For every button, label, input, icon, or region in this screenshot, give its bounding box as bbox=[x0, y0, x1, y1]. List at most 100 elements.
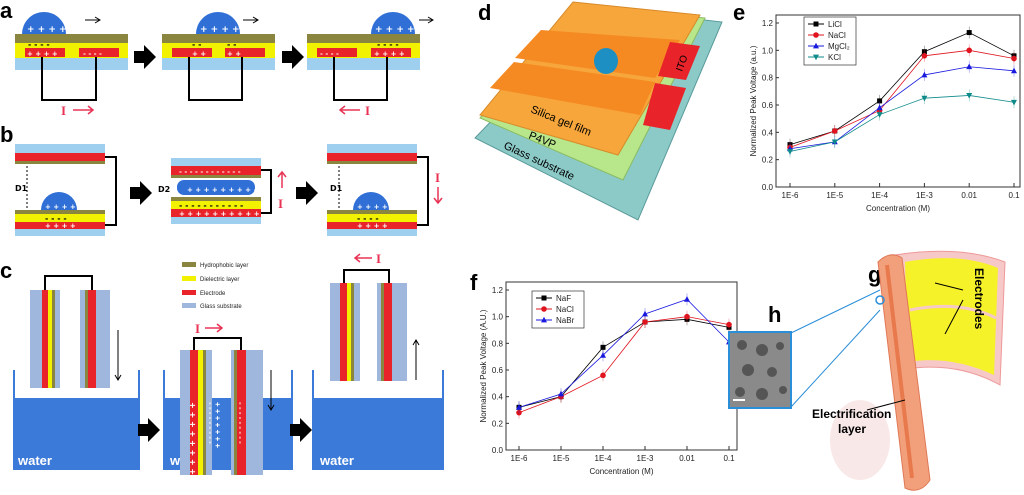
current-label: I bbox=[61, 103, 66, 118]
series-line bbox=[518, 316, 730, 414]
x-tick-label: 1E-5 bbox=[826, 191, 843, 200]
legend-marker bbox=[541, 316, 547, 323]
svg-text:- - - - - - - - -: - - - - - - - - - bbox=[206, 402, 215, 444]
svg-text:+ + + + + + + +: + + + + + + + + bbox=[188, 402, 197, 475]
y-tick-label: 0.0 bbox=[492, 446, 504, 455]
panel-b: b D1 + + + + - - - -+ + + + - - - - - - … bbox=[0, 122, 443, 236]
y-tick-label: 1.2 bbox=[762, 19, 774, 28]
panel-label-f: f bbox=[470, 270, 478, 295]
arrow-icon bbox=[134, 45, 156, 69]
layer-label: layer bbox=[838, 422, 866, 436]
svg-text:+ + + +: + + + + bbox=[374, 50, 405, 58]
arrow-icon bbox=[138, 418, 160, 442]
svg-text:- - - - - - - - - - -: - - - - - - - - - - - bbox=[179, 201, 243, 210]
legend-marker bbox=[541, 306, 547, 312]
svg-text:Glass substrate: Glass substrate bbox=[200, 304, 242, 310]
panel-a-stage-3: + + + + - - - - - - - - + + + + I bbox=[307, 12, 434, 118]
legend-marker bbox=[813, 42, 819, 49]
data-point bbox=[831, 139, 838, 146]
y-axis-label: Normalized Peak Voltage (a.u.) bbox=[749, 45, 758, 156]
data-point bbox=[966, 63, 973, 70]
ito-electrode bbox=[643, 83, 686, 130]
svg-text:- - - - - - - - - - - -: - - - - - - - - - - - - bbox=[179, 168, 241, 176]
series-line bbox=[789, 49, 1015, 148]
legend-box bbox=[531, 290, 585, 329]
data-point bbox=[966, 93, 973, 99]
svg-text:+ + + +: + + + + bbox=[375, 25, 415, 35]
svg-text:+ + + +: + + + + bbox=[357, 222, 388, 230]
y-tick-label: 1.0 bbox=[762, 46, 774, 55]
arrow-icon bbox=[296, 181, 318, 205]
x-tick-label: 0.1 bbox=[723, 454, 735, 463]
svg-text:- -: - - bbox=[227, 40, 236, 49]
x-tick-label: 0.1 bbox=[1008, 191, 1020, 200]
legend-label: LiCl bbox=[828, 20, 842, 29]
electrodes-label: Electrodes bbox=[972, 268, 986, 330]
x-tick-label: 0.01 bbox=[679, 454, 695, 463]
y-tick-label: 0.6 bbox=[492, 366, 504, 375]
panel-b-stage-1: D1 + + + + - - - -+ + + + bbox=[15, 144, 117, 236]
y-tick-label: 1.2 bbox=[492, 286, 504, 295]
data-point bbox=[726, 321, 732, 328]
panel-h: h bbox=[728, 289, 885, 409]
distance-label: D1 bbox=[15, 184, 28, 193]
data-point bbox=[642, 310, 648, 317]
chart-e: 0.0 0.2 0.4 0.6 0.8 1.0 1.2 1E-6 1E-5 1E-4 1E-3 0.0… bbox=[749, 14, 1021, 213]
y-tick-label: 0.6 bbox=[762, 101, 774, 110]
data-point bbox=[966, 30, 972, 36]
legend-label: NaBr bbox=[556, 316, 575, 325]
ito-label: ITO bbox=[674, 54, 690, 73]
current-label: I bbox=[365, 103, 370, 118]
current-label: I bbox=[376, 251, 381, 266]
svg-text:- - - -: - - - - bbox=[83, 50, 102, 58]
x-tick-label: 1E-3 bbox=[916, 191, 933, 200]
svg-text:Electrode: Electrode bbox=[200, 291, 226, 297]
distance-label: D2 bbox=[158, 185, 170, 194]
svg-text:+ + + +: + + + + bbox=[200, 25, 240, 35]
svg-text:+ +: + + bbox=[227, 50, 241, 58]
panel-b-stage-2: - - - - - - - - - - - - + + + + + + + + … bbox=[158, 158, 287, 224]
x-tick-label: 1E-4 bbox=[595, 454, 612, 463]
arrow-icon bbox=[130, 181, 152, 205]
svg-text:- - - -: - - - - bbox=[28, 40, 50, 49]
legend-marker bbox=[541, 295, 547, 301]
legend-box bbox=[803, 16, 857, 66]
svg-text:+ + + + + + + + + + +: + + + + + + + + + + + bbox=[179, 210, 268, 218]
data-point bbox=[600, 352, 606, 358]
series-line bbox=[789, 66, 1015, 150]
panel-c-stage-2: I + + + + + + + + - - - - - - - - - + + … bbox=[180, 321, 275, 475]
svg-text:+ + + + + + +: + + + + + + + bbox=[213, 402, 222, 448]
legend-label: NaF bbox=[556, 294, 571, 303]
panel-c-stage-1 bbox=[30, 275, 122, 388]
data-point bbox=[876, 104, 883, 111]
plot-frame bbox=[505, 281, 738, 451]
layer-legend: Hydrophobic layer Dielectric layer Elect… bbox=[182, 262, 248, 310]
plot-frame bbox=[775, 14, 1021, 188]
panel-a-stage-2: + + + + - - - - + + + + bbox=[162, 12, 275, 101]
data-point bbox=[684, 313, 690, 320]
legend-label: MgCl₂ bbox=[828, 42, 850, 51]
svg-text:- -: - - bbox=[192, 40, 201, 49]
y-tick-label: 0.2 bbox=[762, 156, 774, 165]
x-tick-label: 1E-6 bbox=[782, 191, 799, 200]
y-tick-label: 0.4 bbox=[492, 393, 504, 402]
data-point bbox=[876, 112, 883, 118]
arrow-icon bbox=[290, 418, 312, 442]
y-tick-label: 0.4 bbox=[762, 128, 774, 137]
data-point bbox=[600, 372, 606, 379]
x-tick-label: 1E-6 bbox=[511, 454, 528, 463]
data-point bbox=[516, 404, 522, 410]
current-label: I bbox=[195, 321, 200, 336]
water-tank bbox=[14, 398, 139, 470]
y-axis-label: Normalized Peak Voltage (A.U.) bbox=[479, 309, 488, 422]
panel-label-e: e bbox=[733, 0, 745, 25]
data-point bbox=[921, 71, 928, 78]
legend-label: NaCl bbox=[556, 305, 574, 314]
electrodes-area bbox=[905, 258, 998, 375]
data-point bbox=[558, 390, 564, 397]
panel-a: a + + + + - - - - + + + + - - - - I + + … bbox=[0, 0, 434, 118]
data-point bbox=[966, 47, 972, 54]
y-tick-label: 0.8 bbox=[492, 339, 504, 348]
panel-label-a: a bbox=[0, 0, 13, 23]
